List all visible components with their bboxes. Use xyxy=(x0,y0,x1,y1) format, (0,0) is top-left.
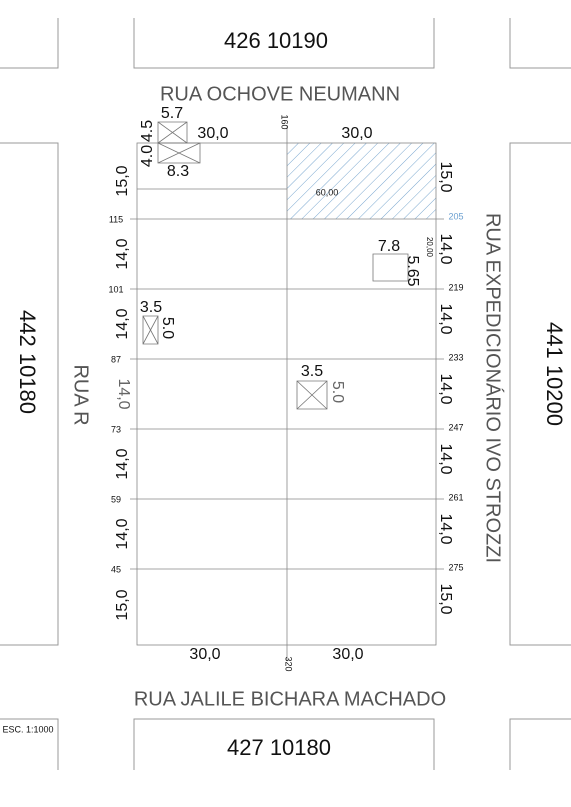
lot-depth: 15,0 xyxy=(114,165,131,196)
lot-number: 101 xyxy=(108,284,123,294)
lot-depth: 14,0 xyxy=(114,448,131,479)
frontage: 30,0 xyxy=(197,125,228,142)
lot-area: 60,00 xyxy=(316,187,339,197)
block-label: 442 10180 xyxy=(15,310,40,414)
building-dim: 5.0 xyxy=(329,381,346,403)
lot-numbers: 115 101 87 73 59 45 205 219 233 247 261 … xyxy=(108,114,463,671)
lot-number: 219 xyxy=(448,282,463,292)
lot-depth: 14,0 xyxy=(437,233,454,264)
lot-number: 247 xyxy=(448,422,463,432)
lot-number: 320 xyxy=(284,656,294,671)
hatched-lot xyxy=(287,143,436,219)
lot-lines xyxy=(130,188,444,570)
lot-depth: 14,0 xyxy=(114,238,131,269)
building-dim: 5.7 xyxy=(161,105,183,122)
street-name: RUA JALILE BICHARA MACHADO xyxy=(134,688,446,710)
lot-depth: 15,0 xyxy=(437,583,454,614)
lot-depth: 14,0 xyxy=(114,308,131,339)
lot-number: 87 xyxy=(111,354,121,364)
lot-depth: 15,0 xyxy=(437,161,454,192)
building-dim: 5.0 xyxy=(159,317,176,339)
block-label: 427 10180 xyxy=(227,735,331,760)
lot-width: 20,00 xyxy=(425,237,434,258)
frontage: 30,0 xyxy=(341,125,372,142)
building-dim: 8.3 xyxy=(167,163,189,180)
lot-depth: 14,0 xyxy=(114,518,131,549)
building-dim: 7.8 xyxy=(378,238,400,255)
lot-depth: 14,0 xyxy=(437,513,454,544)
block-outline xyxy=(136,142,437,646)
frontage: 30,0 xyxy=(189,646,220,663)
block-label: 441 10200 xyxy=(542,322,567,426)
street-name: RUA R xyxy=(70,364,92,425)
lot-number: 59 xyxy=(111,494,121,504)
lot-number: 233 xyxy=(448,352,463,362)
lot-depth: 14,0 xyxy=(115,378,132,409)
lot-depth: 14,0 xyxy=(437,373,454,404)
lot-number: 275 xyxy=(448,562,463,572)
lot-number: 115 xyxy=(109,214,123,224)
building-dim: 4.5 xyxy=(139,120,156,142)
frontage: 30,0 xyxy=(332,646,363,663)
lot-number: 73 xyxy=(111,424,121,434)
building-dim: 3.5 xyxy=(301,363,323,380)
street-name: RUA EXPEDICIONÁRIO IVO STROZZI xyxy=(482,213,505,563)
building-dim: 3.5 xyxy=(140,299,162,316)
street-name: RUA OCHOVE NEUMANN xyxy=(160,83,400,105)
scale: ESC. 1:1000 xyxy=(2,724,53,734)
right-depths: 15,0 14,0 14,0 14,0 14,0 14,0 15,0 xyxy=(437,161,454,614)
building-dim: 4.0 xyxy=(139,145,156,167)
lot-number: 160 xyxy=(280,114,290,129)
block-label: 426 10190 xyxy=(224,28,328,53)
lot-number: 261 xyxy=(448,492,463,502)
neighbour-blocks xyxy=(0,18,571,770)
lot-depth: 14,0 xyxy=(437,303,454,334)
building-dim: 5.65 xyxy=(404,255,421,286)
left-depths: 15,0 14,0 14,0 14,0 14,0 14,0 15,0 xyxy=(114,165,132,620)
lot-number: 205 xyxy=(448,211,463,221)
buildings xyxy=(142,121,409,410)
lot-depth: 14,0 xyxy=(437,443,454,474)
lot-number: 45 xyxy=(111,564,121,574)
lot-depth: 15,0 xyxy=(114,589,131,620)
